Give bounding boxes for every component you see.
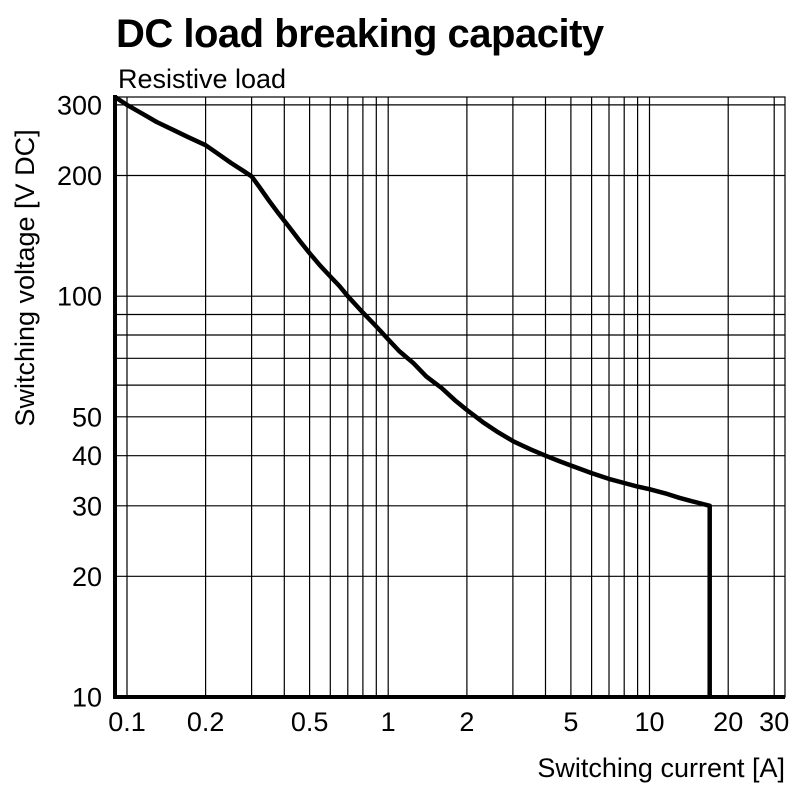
x-tick-label: 30	[759, 707, 789, 737]
x-tick-label: 2	[459, 707, 474, 737]
x-tick-label: 0.2	[187, 707, 225, 737]
x-tick-label: 0.1	[108, 707, 146, 737]
y-tick-label: 300	[57, 90, 102, 120]
x-axis-title: Switching current [A]	[537, 753, 785, 783]
load-limit-curve	[113, 95, 712, 697]
grid-lines	[114, 96, 786, 698]
series-curve	[113, 95, 712, 697]
y-tick-label: 40	[72, 441, 102, 471]
axes	[113, 95, 785, 699]
tick-labels: 0.1 0.2 0.5 1 2 5 10 20 30 10 20 30 40 50 100 200 300	[57, 90, 789, 737]
x-tick-label: 10	[634, 707, 664, 737]
chart-title: DC load breaking capacity	[116, 12, 604, 56]
y-tick-label: 10	[72, 683, 102, 713]
y-tick-label: 50	[72, 402, 102, 432]
x-tick-label: 20	[713, 707, 743, 737]
y-tick-label: 30	[72, 491, 102, 521]
y-tick-label: 100	[57, 282, 102, 312]
x-tick-label: 5	[563, 707, 578, 737]
y-tick-label: 200	[57, 161, 102, 191]
chart-subtitle: Resistive load	[118, 64, 287, 94]
x-tick-label: 0.5	[291, 707, 329, 737]
y-tick-label: 20	[72, 562, 102, 592]
y-axis-title: Switching voltage [V DC]	[10, 129, 40, 426]
x-tick-label: 1	[381, 707, 396, 737]
